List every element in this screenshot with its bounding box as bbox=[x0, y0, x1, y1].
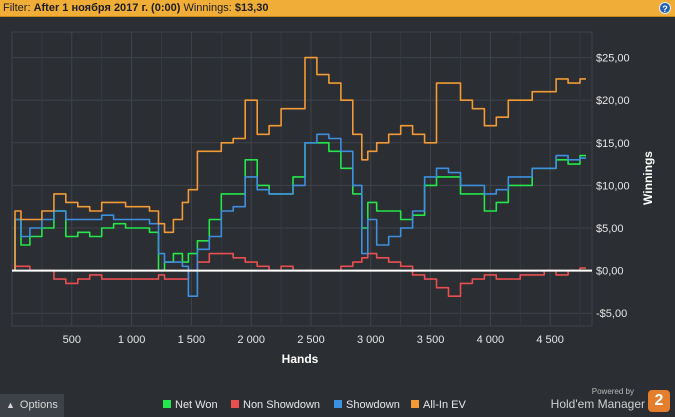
showdown-swatch bbox=[334, 400, 342, 408]
help-icon[interactable]: ? bbox=[659, 2, 671, 14]
x-tick-label: 2 000 bbox=[237, 334, 265, 346]
legend-label: All-In EV bbox=[423, 399, 466, 411]
options-label: Options bbox=[19, 399, 58, 411]
legend-label: Showdown bbox=[346, 399, 400, 411]
x-tick-label: 3 500 bbox=[417, 334, 445, 346]
y-tick-label: $25,00 bbox=[596, 53, 630, 65]
series-line-non-showdown bbox=[12, 252, 586, 297]
net-won-swatch bbox=[163, 400, 171, 408]
options-button[interactable]: ▲ Options bbox=[0, 394, 64, 417]
y-tick-label: $20,00 bbox=[596, 95, 630, 107]
holdem-manager-logo: Powered by Hold'em Manager 2 bbox=[530, 386, 672, 416]
x-tick-label: 1 500 bbox=[178, 334, 206, 346]
brand-version-badge: 2 bbox=[648, 390, 670, 412]
x-axis-title: Hands bbox=[282, 352, 319, 366]
series-line-net-won bbox=[12, 142, 586, 272]
y-tick-label: $10,00 bbox=[596, 180, 630, 192]
legend-item-non-showdown[interactable]: Non Showdown bbox=[231, 398, 320, 412]
x-tick-label: 3 000 bbox=[357, 334, 385, 346]
legend-item-net-won[interactable]: Net Won bbox=[163, 398, 218, 412]
series-line-showdown bbox=[12, 133, 586, 297]
non-showdown-swatch bbox=[231, 400, 239, 408]
winnings-label: Winnings: bbox=[183, 2, 232, 14]
filter-text: Filter: After 1 ноября 2017 г. (0:00) Wi… bbox=[3, 0, 268, 16]
series-line-all-in-ev bbox=[12, 56, 586, 272]
winnings-chart: -$5,00 $0,00 $5,00 $10,00 $15,00 $20,00 $25,00… bbox=[11, 31, 655, 366]
x-tick-label: 500 bbox=[63, 334, 81, 346]
winnings-value: $13,30 bbox=[234, 2, 269, 14]
legend-item-showdown[interactable]: Showdown bbox=[334, 398, 400, 412]
all-in-ev-swatch bbox=[411, 400, 419, 408]
chart-series bbox=[12, 56, 592, 297]
x-tick-label: 4 000 bbox=[477, 334, 505, 346]
x-tick-label: 1 000 bbox=[118, 334, 146, 346]
y-tick-label: $15,00 bbox=[596, 138, 630, 150]
legend-item-all-in-ev[interactable]: All-In EV bbox=[411, 398, 466, 412]
chevron-up-icon: ▲ bbox=[6, 400, 15, 410]
y-axis-title: Winnings bbox=[641, 151, 655, 205]
filter-bar: Filter: After 1 ноября 2017 г. (0:00) Wi… bbox=[0, 0, 675, 17]
chart-grid bbox=[11, 31, 593, 327]
brand-name: Hold'em Manager bbox=[550, 397, 645, 411]
y-axis-ticks: -$5,00 $0,00 $5,00 $10,00 $15,00 $20,00 $25,00 bbox=[596, 53, 630, 321]
x-axis-ticks: 500 1 000 1 500 2 000 2 500 3 000 3 500 4 000 4 … bbox=[63, 334, 564, 346]
legend-label: Non Showdown bbox=[243, 399, 321, 411]
x-tick-label: 4 500 bbox=[536, 334, 564, 346]
powered-by-text: Powered by bbox=[591, 387, 634, 396]
filter-label: Filter: bbox=[3, 2, 31, 14]
x-tick-label: 2 500 bbox=[297, 334, 325, 346]
plot-area bbox=[11, 31, 593, 327]
filter-value[interactable]: After 1 ноября 2017 г. (0:00) bbox=[33, 2, 181, 14]
y-tick-label: $5,00 bbox=[596, 223, 624, 235]
y-tick-label: $0,00 bbox=[596, 266, 624, 278]
y-tick-label: -$5,00 bbox=[596, 308, 627, 320]
legend-label: Net Won bbox=[175, 399, 218, 411]
